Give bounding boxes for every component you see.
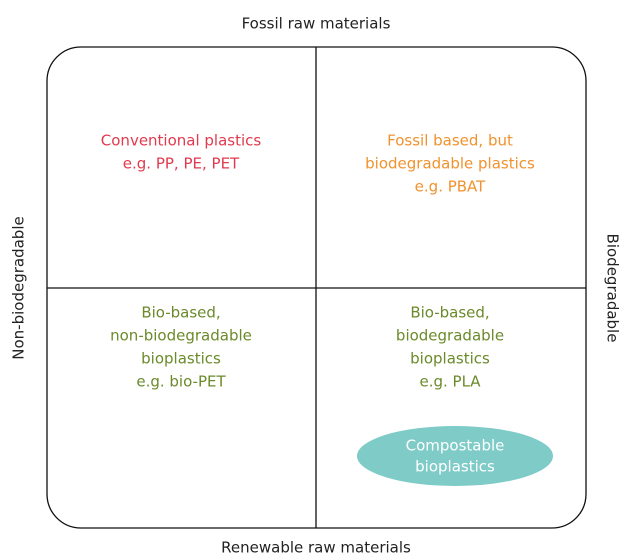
top-axis-label: Fossil raw materials: [242, 15, 391, 33]
highlight-text: bioplastics: [415, 458, 495, 476]
quadrant-text: e.g. PBAT: [415, 178, 486, 196]
quadrant-text: Fossil based, but: [387, 132, 513, 150]
quadrant-text: e.g. PLA: [419, 373, 481, 391]
quadrant-text: Bio-based,: [141, 304, 220, 322]
quadrant-text: non-biodegradable: [110, 327, 252, 345]
quadrant-text: biodegradable: [396, 327, 504, 345]
quadrant-text: Bio-based,: [410, 304, 489, 322]
quadrant-text: Conventional plastics: [101, 132, 262, 150]
quadrant-text: e.g. PP, PE, PET: [123, 155, 240, 173]
compostable-ellipse: [357, 426, 553, 486]
quadrant-text: biodegradable plastics: [365, 155, 535, 173]
quadrant-text: e.g. bio-PET: [136, 373, 226, 391]
highlight-text: Compostable: [406, 437, 505, 455]
quadrant-text: bioplastics: [410, 350, 490, 368]
left-axis-label: Non-biodegradable: [10, 216, 28, 359]
bottom-axis-label: Renewable raw materials: [221, 539, 411, 557]
right-axis-label: Biodegradable: [604, 234, 622, 343]
quadrant-text: bioplastics: [141, 350, 221, 368]
